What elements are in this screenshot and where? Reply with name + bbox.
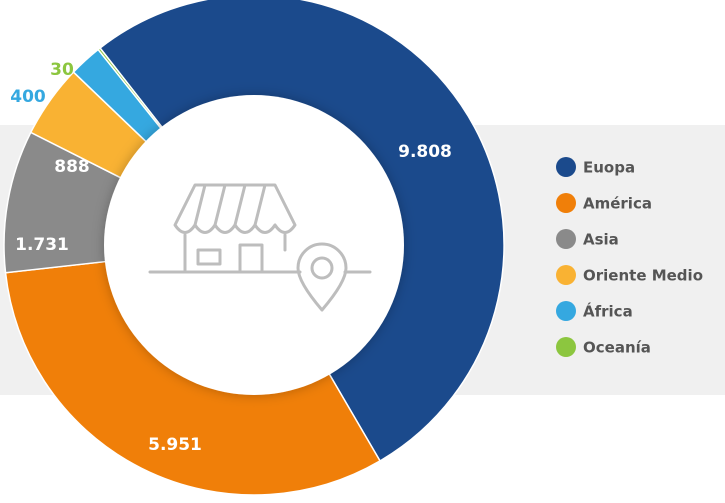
legend-label: Asia — [583, 231, 619, 249]
data-label: 30 — [50, 60, 74, 80]
legend-swatch — [556, 157, 576, 177]
data-label: 5.951 — [148, 435, 202, 455]
legend-label: África — [583, 302, 633, 321]
legend-label: Oceanía — [583, 339, 651, 357]
data-label: 1.731 — [15, 235, 69, 255]
legend-swatch — [556, 337, 576, 357]
legend-swatch — [556, 229, 576, 249]
legend-swatch — [556, 193, 576, 213]
legend-swatch — [556, 301, 576, 321]
legend-swatch — [556, 265, 576, 285]
store-icon — [148, 183, 372, 312]
legend-label: Euopa — [583, 159, 635, 177]
legend-label: América — [583, 195, 652, 213]
data-label: 9.808 — [398, 142, 452, 162]
data-label: 888 — [54, 157, 90, 177]
data-label: 400 — [10, 87, 46, 107]
legend-label: Oriente Medio — [583, 267, 703, 285]
